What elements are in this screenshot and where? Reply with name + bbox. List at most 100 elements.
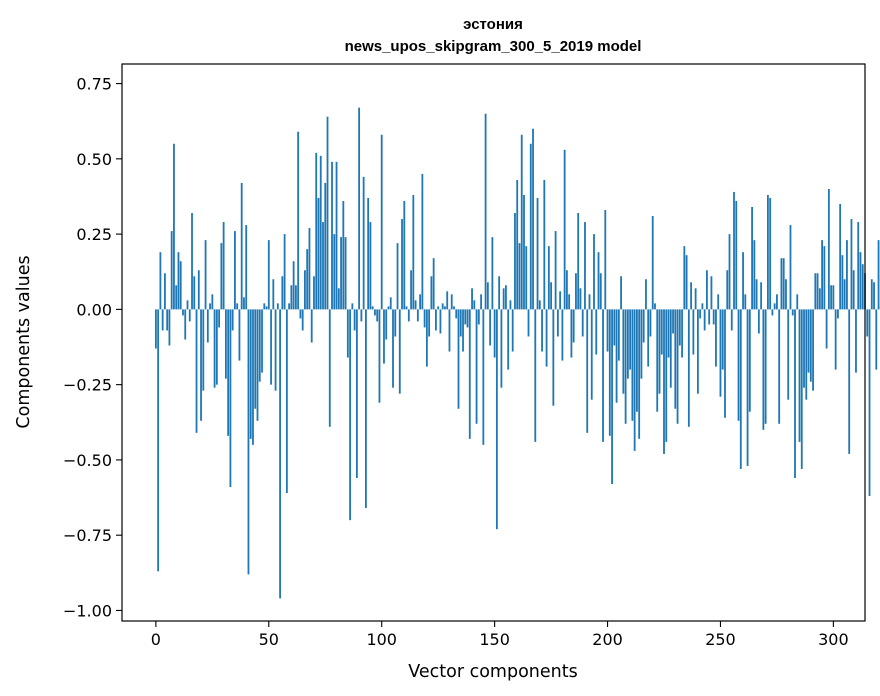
bar-287: [803, 309, 805, 388]
bar-175: [550, 282, 552, 310]
bar-95: [369, 222, 372, 310]
bar-168: [534, 309, 537, 442]
bar-137: [464, 309, 467, 325]
bar-211: [631, 309, 634, 421]
bar-26: [213, 309, 216, 388]
bar-63: [297, 131, 300, 310]
bar-295: [821, 240, 823, 310]
bar-299: [830, 285, 833, 310]
bar-110: [403, 200, 406, 310]
bar-99: [378, 309, 381, 403]
y-tick-label: 0.50: [76, 150, 112, 169]
x-tick-label: 50: [259, 630, 279, 649]
bar-83: [342, 200, 345, 310]
x-tick-label: 100: [366, 630, 397, 649]
bar-252: [724, 309, 726, 418]
bar-60: [290, 285, 293, 310]
y-tick-label: −0.25: [63, 376, 112, 395]
bar-196: [597, 252, 600, 310]
bar-18: [195, 309, 198, 433]
bar-157: [509, 300, 512, 310]
bar-81: [337, 288, 340, 310]
bar-35: [234, 231, 236, 310]
bar-143: [477, 309, 480, 325]
bar-317: [870, 279, 873, 310]
bar-239: [694, 288, 697, 310]
bar-308: [850, 219, 853, 310]
bar-200: [606, 309, 609, 352]
bar-154: [502, 288, 505, 310]
bar-51: [270, 309, 272, 385]
bar-58: [285, 309, 288, 494]
bar-267: [757, 309, 760, 334]
bar-113: [410, 270, 412, 310]
bar-163: [523, 194, 525, 310]
bar-147: [486, 282, 489, 310]
bar-135: [459, 309, 462, 337]
bar-122: [430, 276, 433, 310]
bar-12: [182, 309, 184, 316]
bar-131: [450, 294, 453, 310]
bar-30: [222, 222, 225, 310]
bar-277: [780, 258, 783, 310]
bar-120: [425, 309, 428, 367]
bar-29: [220, 243, 223, 310]
bar-128: [444, 306, 446, 310]
bar-198: [602, 309, 604, 442]
bar-223: [658, 309, 661, 394]
bar-1: [157, 309, 160, 572]
bar-164: [525, 246, 528, 310]
bar-316: [868, 309, 871, 497]
bar-161: [518, 243, 521, 310]
bar-217: [645, 279, 647, 310]
bar-52: [272, 279, 275, 310]
bar-139: [468, 309, 471, 439]
bar-57: [283, 234, 286, 310]
bar-4: [164, 273, 166, 310]
bar-203: [613, 309, 616, 346]
bar-315: [866, 309, 869, 337]
bar-20: [200, 309, 202, 421]
x-axis: 0 50 100 150 200 250 300: [151, 621, 849, 649]
bar-213: [636, 309, 638, 412]
bar-280: [787, 309, 790, 400]
bar-312: [859, 252, 862, 310]
bar-103: [387, 306, 390, 310]
bar-68: [308, 228, 311, 310]
x-tick-label: 250: [705, 630, 736, 649]
bar-94: [367, 197, 370, 310]
bar-9: [175, 285, 178, 310]
bar-234: [683, 246, 686, 310]
bar-126: [439, 309, 442, 334]
bar-17: [193, 276, 196, 310]
bar-305: [843, 279, 846, 310]
bar-294: [818, 288, 821, 310]
bar-210: [629, 309, 632, 370]
bar-76: [326, 116, 329, 310]
bar-79: [333, 234, 336, 310]
bar-156: [507, 309, 510, 370]
bar-183: [568, 294, 571, 310]
bar-221: [654, 303, 656, 310]
bar-149: [491, 237, 494, 310]
bar-220: [651, 216, 654, 310]
bar-253: [726, 270, 729, 310]
bar-182: [565, 270, 568, 310]
bar-129: [446, 291, 449, 310]
bar-301: [834, 309, 837, 370]
bar-307: [848, 309, 851, 454]
bar-281: [789, 225, 792, 310]
y-axis-label: Components values: [14, 255, 34, 428]
bar-222: [656, 309, 659, 412]
bar-80: [335, 161, 338, 310]
bar-190: [584, 222, 586, 310]
bar-15: [188, 309, 191, 322]
bar-21: [202, 309, 205, 391]
bar-214: [638, 309, 641, 439]
y-tick-label: 0.75: [76, 75, 112, 94]
bar-259: [739, 309, 742, 469]
bar-series: [154, 107, 880, 599]
bar-74: [322, 222, 324, 310]
bar-97: [374, 309, 376, 316]
bar-247: [712, 309, 715, 325]
